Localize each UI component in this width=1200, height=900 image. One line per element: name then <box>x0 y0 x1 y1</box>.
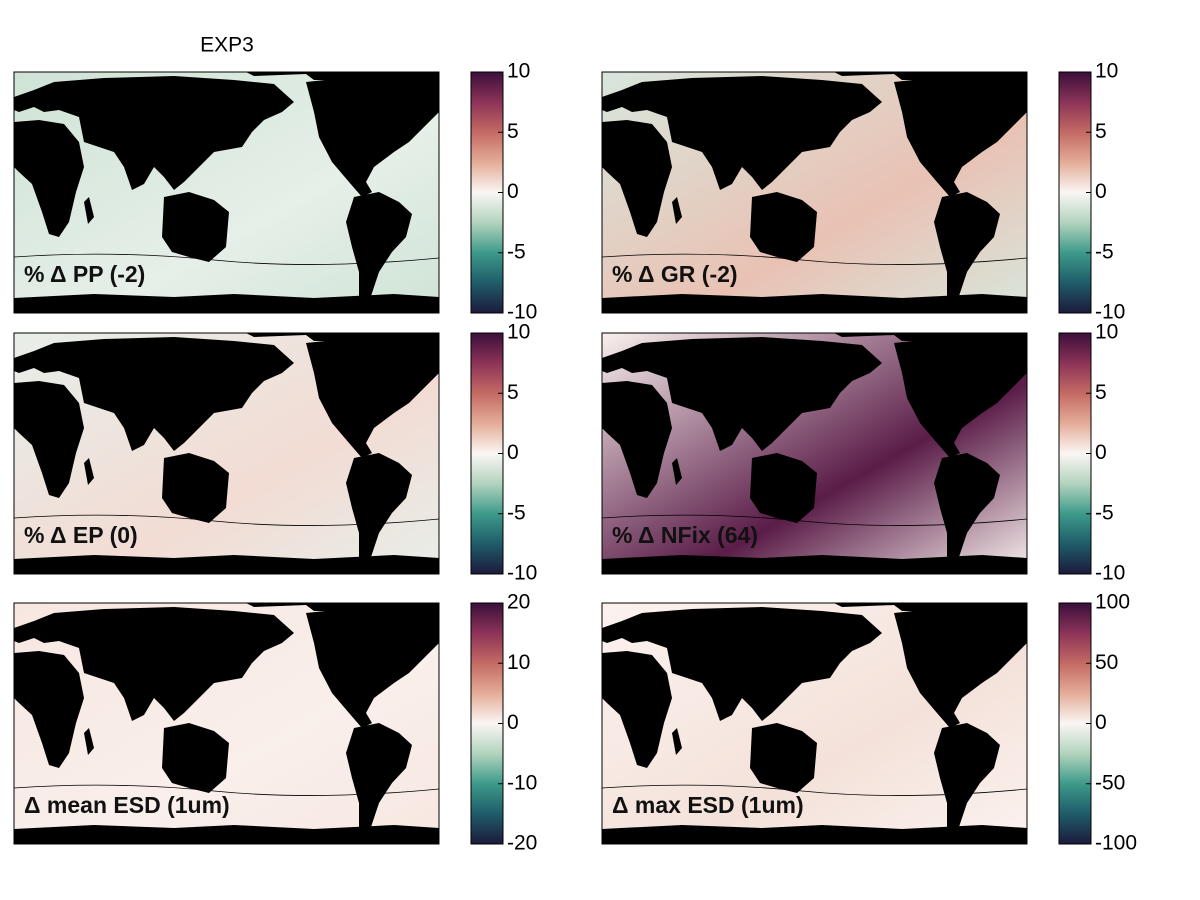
colorbar-tick-label: 10 <box>507 651 530 674</box>
colorbar-tick-label: 5 <box>507 381 519 404</box>
panel-label: Δ mean ESD (1um) <box>24 792 230 818</box>
colorbar-tick-label: 10 <box>507 321 530 344</box>
map-panel <box>602 603 1027 844</box>
colorbar-tick-label: 0 <box>507 711 519 734</box>
colorbar-tick-label: -10 <box>507 771 537 794</box>
colorbar-tick-label: -100 <box>1095 832 1137 855</box>
colorbar <box>470 71 504 314</box>
panel-label: Δ max ESD (1um) <box>612 792 804 818</box>
colorbar-tick-label: 10 <box>1095 60 1118 83</box>
figure-title: EXP3 <box>200 34 254 57</box>
colorbar-tick-label: 20 <box>507 591 530 614</box>
colorbar-tick-label: 10 <box>1095 321 1118 344</box>
colorbar-tick-label: 5 <box>1095 120 1107 143</box>
colorbar-tick-label: -10 <box>1095 562 1125 585</box>
colorbar-tick-label: 100 <box>1095 591 1130 614</box>
colorbar-tick-label: 0 <box>507 180 519 203</box>
map-panel <box>14 72 439 313</box>
colorbar-tick-label: -5 <box>507 240 526 263</box>
colorbar-tick-label: -50 <box>1095 771 1125 794</box>
colorbar <box>470 602 504 845</box>
colorbar-tick-label: 0 <box>1095 711 1107 734</box>
colorbar-tick-label: -20 <box>507 832 537 855</box>
panel-label: % Δ NFix (64) <box>612 522 758 548</box>
colorbar-tick-label: -5 <box>1095 501 1114 524</box>
colorbar-tick-label: 10 <box>507 60 530 83</box>
map-panel <box>14 603 439 844</box>
colorbar-tick-label: -10 <box>507 562 537 585</box>
colorbar-tick-label: 0 <box>1095 180 1107 203</box>
map-frame <box>601 332 1028 575</box>
colorbar-tick-label: 50 <box>1095 651 1118 674</box>
map-frame <box>13 71 440 314</box>
colorbar-tick-label: 5 <box>1095 381 1107 404</box>
colorbar-tick-label: 0 <box>1095 441 1107 464</box>
panel-label: % Δ GR (-2) <box>612 261 738 287</box>
colorbar-tick-label: -5 <box>1095 240 1114 263</box>
panel-label: % Δ PP (-2) <box>24 261 145 287</box>
colorbar-tick-label: 0 <box>507 441 519 464</box>
map-panel <box>14 333 439 574</box>
colorbar <box>1058 602 1092 845</box>
map-panel <box>602 72 1027 313</box>
colorbar-tick-label: -5 <box>507 501 526 524</box>
map-frame <box>601 602 1028 845</box>
colorbar <box>470 332 504 575</box>
map-frame <box>13 602 440 845</box>
map-panel <box>602 333 1027 574</box>
map-frame <box>13 332 440 575</box>
colorbar-tick-label: -10 <box>1095 301 1125 324</box>
map-frame <box>601 71 1028 314</box>
colorbar-tick-label: 5 <box>507 120 519 143</box>
colorbar-tick-label: -10 <box>507 301 537 324</box>
panel-label: % Δ EP (0) <box>24 522 138 548</box>
